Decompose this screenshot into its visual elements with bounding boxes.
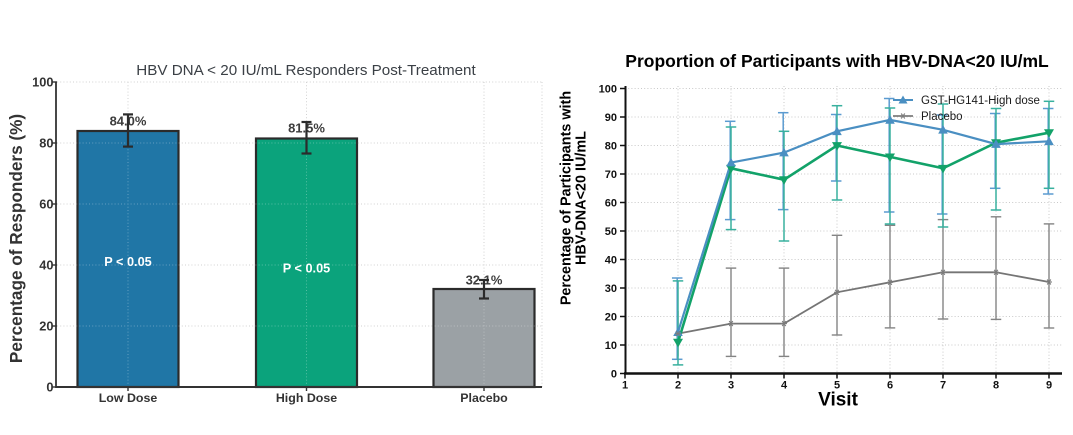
svg-text:60: 60 [39, 197, 53, 212]
svg-text:HBV-DNA<20 IU/mL: HBV-DNA<20 IU/mL [574, 131, 590, 265]
svg-text:80: 80 [39, 136, 53, 151]
svg-text:2: 2 [675, 380, 681, 392]
svg-text:70: 70 [605, 169, 617, 181]
svg-text:0: 0 [46, 380, 53, 395]
svg-text:Percentage of Participants wit: Percentage of Participants with [559, 91, 575, 305]
svg-text:Placebo: Placebo [921, 111, 963, 123]
svg-text:10: 10 [605, 340, 617, 352]
svg-text:9: 9 [1046, 380, 1052, 392]
svg-text:0: 0 [611, 369, 617, 381]
svg-text:50: 50 [605, 226, 617, 238]
svg-text:High Dose: High Dose [276, 391, 337, 405]
svg-text:P < 0.05: P < 0.05 [104, 255, 151, 269]
svg-text:HBV DNA < 20 IU/mL Responders: HBV DNA < 20 IU/mL Responders Post-Treat… [136, 62, 476, 79]
svg-text:20: 20 [605, 312, 617, 324]
svg-text:3: 3 [728, 380, 734, 392]
svg-text:1: 1 [622, 380, 628, 392]
svg-text:40: 40 [605, 255, 617, 267]
svg-text:Placebo: Placebo [460, 391, 508, 405]
svg-text:8: 8 [993, 380, 999, 392]
svg-text:P < 0.05: P < 0.05 [283, 262, 330, 276]
svg-text:Visit: Visit [818, 390, 858, 411]
svg-text:7: 7 [940, 380, 946, 392]
svg-text:40: 40 [39, 258, 53, 273]
svg-text:20: 20 [39, 319, 53, 334]
svg-text:GST-HG141-High dose: GST-HG141-High dose [921, 95, 1040, 107]
svg-text:30: 30 [605, 283, 617, 295]
svg-text:90: 90 [605, 112, 617, 124]
svg-text:60: 60 [605, 198, 617, 210]
svg-text:6: 6 [887, 380, 893, 392]
svg-text:4: 4 [781, 380, 788, 392]
svg-text:100: 100 [599, 84, 617, 96]
svg-text:Percentage of Responders (%): Percentage of Responders (%) [6, 114, 26, 363]
svg-text:Proportion of Participants wit: Proportion of Participants with HBV-DNA<… [625, 51, 1049, 71]
svg-text:5: 5 [834, 380, 840, 392]
svg-text:Low Dose: Low Dose [99, 391, 158, 405]
svg-text:100: 100 [32, 75, 53, 90]
svg-text:80: 80 [605, 141, 617, 153]
